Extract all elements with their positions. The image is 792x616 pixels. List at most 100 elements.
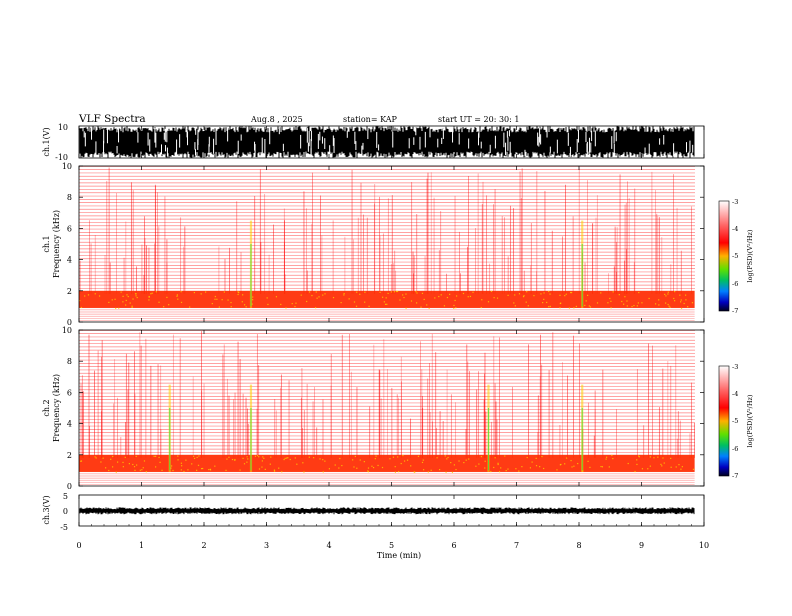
ch1-waveform-gap bbox=[355, 141, 357, 151]
ch1-waveform-gap bbox=[269, 128, 271, 145]
ch1-ytick-4: 4 bbox=[67, 256, 72, 265]
ch2-spectrogram-panel: 0 2 4 6 8 10 ch.2 Frequency (kHz) -3 -4 … bbox=[42, 326, 754, 491]
ch1-spec-band-speckle bbox=[148, 296, 150, 298]
ch1-spec-band-speckle bbox=[94, 293, 96, 295]
ch2-ytick-10: 10 bbox=[62, 326, 72, 335]
ch1-spec-band-speckle bbox=[177, 298, 179, 300]
ch1-spec-band-speckle bbox=[589, 306, 592, 308]
ch1-waveform-gap bbox=[161, 144, 163, 155]
ch1-waveform-gap bbox=[103, 140, 105, 155]
ch1-spec-band-speckle bbox=[308, 291, 311, 293]
ch1-cb-tick-m5: -5 bbox=[732, 252, 738, 260]
ch1-waveform-gap bbox=[524, 149, 526, 157]
ch1-waveform-gap bbox=[354, 131, 356, 144]
ch2-spec-band-speckle bbox=[657, 456, 659, 458]
ch1-waveform-gap bbox=[208, 136, 210, 147]
ch1-waveform-gap bbox=[213, 138, 215, 154]
ch2-spec-band-speckle bbox=[468, 458, 470, 460]
ch1-spec-band-speckle bbox=[674, 300, 676, 302]
ch1-spec-band-speckle bbox=[560, 302, 562, 304]
ch2-spec-band-speckle bbox=[521, 466, 523, 468]
ch1-spec-band-speckle bbox=[549, 293, 551, 295]
ch1-spec-band-speckle bbox=[300, 294, 302, 296]
ch1-spec-band-speckle bbox=[387, 292, 389, 294]
ch2-spectrogram-ylabel: Frequency (kHz) bbox=[52, 374, 61, 442]
ch1-spec-band-speckle bbox=[396, 290, 399, 293]
ch2-spec-band-speckle bbox=[600, 465, 602, 468]
ch1-waveform-gap bbox=[321, 136, 323, 144]
ch2-colorbar: -3 -4 -5 -6 -7 log(PSD)(V²/Hz) bbox=[718, 363, 754, 480]
ch2-spec-band-speckle bbox=[322, 459, 324, 461]
ch1-waveform-gap bbox=[378, 144, 380, 151]
ch2-spec-band-speckle bbox=[273, 470, 276, 472]
ch1-waveform-gap bbox=[613, 143, 615, 153]
ch1-spec-band-speckle bbox=[98, 295, 101, 297]
ch1-spec-band-speckle bbox=[679, 294, 681, 296]
ch1-spec-band-speckle bbox=[245, 306, 247, 308]
ch1-spec-band-speckle bbox=[115, 307, 117, 310]
ch3-waveform-panel: 5 0 -5 ch.3(V) 0 1 2 3 4 5 6 7 8 9 10 Ti… bbox=[42, 492, 709, 560]
ch1-spec-band-speckle bbox=[680, 301, 682, 303]
ch3-waveform-trace bbox=[78, 495, 705, 526]
ch2-spec-band-speckle bbox=[394, 471, 397, 473]
ch2-spec-band-speckle bbox=[177, 455, 179, 457]
ch2-spec-band-speckle bbox=[111, 466, 114, 468]
ch2-spec-band-speckle bbox=[589, 466, 591, 469]
ch1-waveform-gap bbox=[306, 128, 308, 143]
ch2-spec-band-speckle bbox=[451, 471, 454, 474]
ch1-waveform-gap bbox=[506, 131, 508, 138]
ch1-spectrogram-ylabel: Frequency (kHz) bbox=[52, 210, 61, 278]
ch1-waveform-gap bbox=[429, 131, 431, 138]
ch2-spec-band-speckle bbox=[377, 464, 379, 467]
ch1-spec-band-speckle bbox=[440, 294, 442, 296]
ch2-spectrogram-frame bbox=[78, 329, 705, 487]
ch1-spec-band-speckle bbox=[166, 296, 168, 299]
ch1-waveform-gap bbox=[83, 131, 85, 138]
ch1-waveform-gap bbox=[591, 130, 593, 142]
ch2-spec-band-speckle bbox=[605, 458, 607, 460]
ch1-spec-band-speckle bbox=[410, 300, 413, 302]
ch2-spec-band-speckle bbox=[117, 461, 119, 463]
ch2-spec-band-speckle bbox=[145, 471, 147, 473]
ch2-spec-band-speckle bbox=[422, 459, 424, 461]
ch1-spec-band-speckle bbox=[383, 301, 385, 303]
ch1-waveform-gap bbox=[441, 137, 443, 144]
ch1-waveform-gap bbox=[116, 145, 118, 154]
ch1-spec-band-speckle bbox=[636, 305, 638, 307]
ch1-spec-band-speckle bbox=[426, 304, 428, 306]
ch1-waveform-gap bbox=[588, 137, 590, 153]
ch1-spec-band-speckle bbox=[443, 305, 446, 307]
ch1-waveform-gap bbox=[176, 139, 178, 155]
ch2-spec-band-speckle bbox=[359, 459, 361, 461]
ch2-spec-band-speckle bbox=[181, 465, 183, 467]
ch2-spec-band-speckle bbox=[133, 466, 136, 468]
ch2-spec-band-speckle bbox=[570, 459, 572, 462]
ch1-waveform-gap bbox=[240, 134, 242, 141]
ch1-spec-band-speckle bbox=[230, 306, 232, 308]
ch2-spec-band-speckle bbox=[356, 467, 358, 469]
ch2-spec-band-speckle bbox=[490, 470, 492, 473]
ch1-spec-band-speckle bbox=[571, 291, 573, 294]
ch1-spec-band-speckle bbox=[243, 304, 246, 306]
ch1-spec-band-speckle bbox=[242, 294, 244, 296]
ch1-spec-band-speckle bbox=[641, 302, 643, 304]
ch1-waveform-gap bbox=[208, 144, 210, 155]
ch1-spec-band-speckle bbox=[237, 293, 239, 296]
ch1-spectrogram-frame bbox=[78, 165, 705, 323]
ch2-spec-burst-core-1 bbox=[250, 408, 252, 471]
xtick-0: 0 bbox=[76, 541, 81, 550]
ch2-spec-band-speckle bbox=[612, 457, 614, 460]
ch1-waveform-gap bbox=[480, 141, 482, 149]
xtick-3: 3 bbox=[264, 541, 269, 550]
xtick-1: 1 bbox=[139, 541, 144, 550]
ch2-spec-band-speckle bbox=[556, 469, 558, 471]
ch1-spec-band-speckle bbox=[295, 302, 297, 304]
ch2-spec-band-speckle bbox=[478, 463, 480, 465]
ch1-waveform-gap bbox=[567, 132, 569, 146]
ch1-spec-band-speckle bbox=[343, 292, 345, 295]
ch1-spec-band-speckle bbox=[527, 305, 529, 307]
ch1-spec-band-speckle bbox=[238, 291, 240, 294]
date-label: Aug.8 , 2025 bbox=[250, 115, 303, 124]
ch1-spec-band-speckle bbox=[393, 291, 396, 293]
ch1-spec-band-speckle bbox=[667, 291, 669, 293]
